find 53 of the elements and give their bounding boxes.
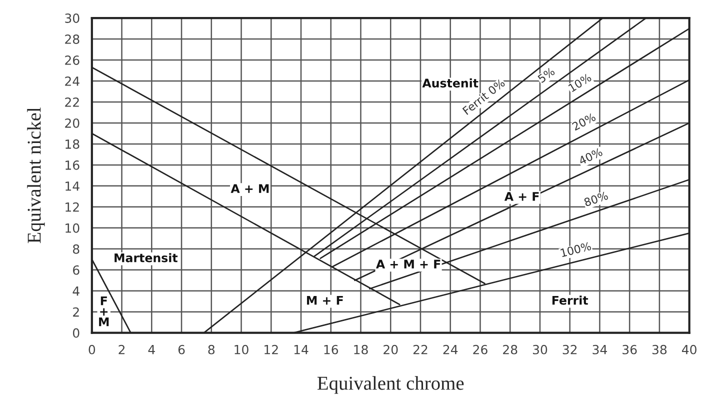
x-tick-label: 12 bbox=[264, 344, 278, 354]
annotation: M + F bbox=[307, 296, 343, 305]
text: 100% bbox=[560, 242, 592, 258]
x-tick-label: 28 bbox=[503, 344, 518, 354]
y-tick-label: 0 bbox=[72, 328, 80, 338]
y-axis-title: Equivalent nickel bbox=[27, 108, 45, 244]
x-tick-label: 26 bbox=[473, 344, 488, 354]
x-tick-label: 2 bbox=[118, 344, 125, 354]
y-tick-label: 14 bbox=[66, 182, 80, 191]
x-tick-label: 4 bbox=[148, 345, 155, 354]
x-tick-label: 20 bbox=[384, 344, 398, 354]
y-tick-label: 18 bbox=[66, 139, 80, 149]
annotation: A + M + F bbox=[376, 260, 440, 268]
x-axis-title: Equivalent chrome bbox=[317, 376, 464, 394]
annotation: Martensit bbox=[114, 253, 178, 262]
x-tick-label: 30 bbox=[532, 344, 548, 354]
y-tick-label: 28 bbox=[65, 34, 80, 44]
y-tick-label: 20 bbox=[65, 118, 80, 128]
text: 40% bbox=[578, 147, 603, 166]
annotation: A + M bbox=[230, 184, 269, 193]
y-tick-label: 24 bbox=[65, 76, 80, 86]
x-tick-label: 34 bbox=[592, 344, 607, 354]
y-tick-label: 6 bbox=[73, 265, 80, 275]
annotation: Ferrit bbox=[552, 296, 588, 305]
y-tick-label: 16 bbox=[66, 160, 80, 170]
x-tick-label: 22 bbox=[413, 344, 428, 354]
annotation: A + F bbox=[504, 192, 539, 201]
x-tick-label: 6 bbox=[178, 344, 185, 354]
y-tick-label: 26 bbox=[65, 55, 80, 65]
annotation: Austenit bbox=[422, 78, 478, 88]
x-tick-label: 32 bbox=[562, 344, 577, 354]
x-tick-label: 14 bbox=[294, 345, 308, 354]
text: 10% bbox=[568, 73, 592, 92]
x-tick-label: 24 bbox=[443, 344, 458, 354]
annotation: F + M bbox=[99, 296, 109, 326]
y-tick-label: 22 bbox=[65, 97, 79, 107]
text: 80% bbox=[584, 191, 608, 207]
x-tick-label: 10 bbox=[234, 344, 248, 354]
x-tick-label: 8 bbox=[208, 344, 215, 354]
y-tick-label: 12 bbox=[66, 202, 79, 212]
text: 5% bbox=[537, 66, 556, 84]
y-tick-label: 30 bbox=[65, 14, 80, 23]
x-tick-label: 18 bbox=[354, 344, 368, 354]
text: 20% bbox=[572, 112, 596, 131]
x-tick-label: 16 bbox=[324, 344, 338, 354]
x-tick-label: 38 bbox=[652, 344, 667, 354]
x-tick-label: 0 bbox=[88, 344, 96, 354]
y-tick-label: 2 bbox=[73, 307, 79, 317]
x-tick-label: 40 bbox=[682, 344, 696, 354]
y-tick-label: 10 bbox=[66, 223, 80, 233]
y-tick-label: 4 bbox=[72, 286, 80, 296]
y-tick-label: 8 bbox=[73, 244, 80, 254]
x-tick-label: 36 bbox=[622, 344, 637, 354]
